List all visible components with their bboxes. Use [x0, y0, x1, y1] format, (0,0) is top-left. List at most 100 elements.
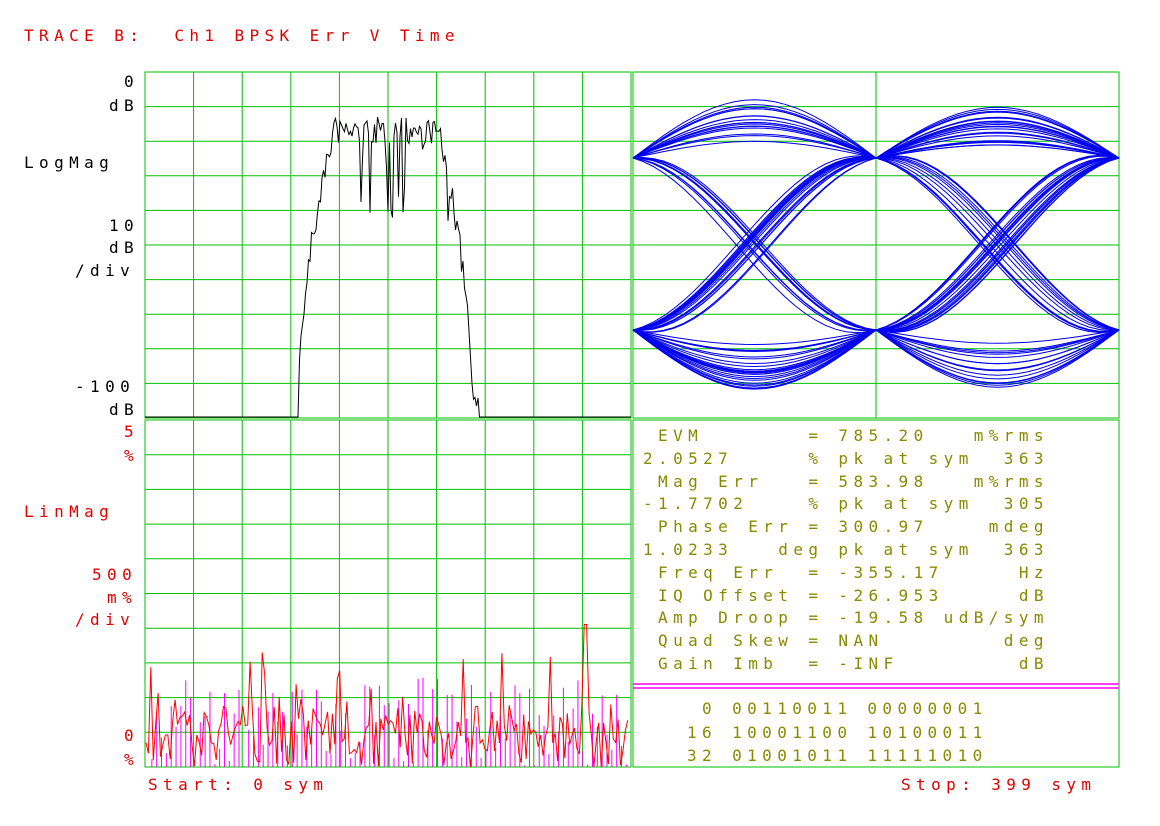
- eye-trace: [875, 157, 1120, 331]
- eye-trace: [875, 132, 1120, 159]
- eye-trace: [632, 108, 877, 159]
- eye-trace: [875, 155, 1120, 331]
- eye-trace: [632, 329, 877, 368]
- eye-trace: [632, 156, 877, 331]
- eye-trace: [632, 329, 877, 387]
- eye-trace: [632, 329, 877, 390]
- eye-trace: [875, 157, 1120, 331]
- eye-trace: [632, 156, 877, 331]
- eye-trace: [875, 141, 1120, 159]
- eye-trace: [875, 157, 1120, 331]
- top-scale-value: 10: [109, 216, 140, 235]
- eye-trace: [632, 157, 877, 331]
- eye-trace: [632, 157, 877, 331]
- eye-trace: [632, 157, 877, 332]
- eye-trace: [875, 329, 1120, 371]
- eye-trace: [875, 329, 1120, 386]
- eye-trace: [875, 157, 1120, 331]
- eye-trace: [875, 157, 1120, 332]
- top-bottom-unit: dB: [109, 400, 140, 419]
- eye-trace: [875, 157, 1120, 333]
- eye-trace: [632, 157, 877, 334]
- eye-trace: [632, 125, 877, 159]
- eye-trace: [632, 104, 877, 159]
- eye-trace: [875, 157, 1120, 331]
- eye-trace: [632, 329, 877, 375]
- eye-trace: [875, 126, 1120, 159]
- eye-trace: [632, 157, 877, 333]
- eye-trace: [632, 155, 877, 331]
- eye-trace: [875, 157, 1120, 332]
- eye-trace: [875, 154, 1120, 331]
- eye-trace: [632, 115, 877, 159]
- top-scale-unit: dB: [109, 238, 140, 257]
- eye-trace: [632, 157, 877, 331]
- eye-trace: [632, 329, 877, 358]
- bottom-bottom-unit: %: [124, 750, 140, 769]
- eye-trace: [875, 155, 1120, 331]
- bottom-scale-unit: m%: [107, 588, 138, 607]
- eye-trace: [632, 133, 877, 159]
- bits-line: 0 00110011 00000001: [687, 699, 988, 718]
- eye-trace: [875, 329, 1120, 385]
- eye-trace: [632, 106, 877, 159]
- stat-line: Phase Err = 300.97 mdeg: [643, 517, 1049, 537]
- eye-trace: [632, 329, 877, 380]
- eye-trace: [875, 329, 1120, 352]
- eye-trace: [632, 157, 877, 331]
- eye-trace: [632, 329, 877, 378]
- eye-trace: [632, 329, 877, 371]
- stat-line: -1.7702 % pk at sym 305: [643, 494, 1049, 514]
- stat-line: Gain Imb = -INF dB: [643, 654, 1049, 673]
- eye-trace: [632, 157, 877, 331]
- eye-trace: [875, 329, 1120, 365]
- eye-trace: [875, 156, 1120, 331]
- eye-trace: [632, 157, 877, 331]
- eye-trace: [875, 157, 1120, 331]
- top-ref-value: 0: [124, 72, 140, 91]
- stat-line: Amp Droop = -19.58 udB/sym: [643, 608, 1049, 628]
- bottom-scale-value: 500: [92, 565, 138, 584]
- top-bottom-value: -100: [75, 377, 136, 396]
- eye-trace: [875, 108, 1120, 159]
- eye-trace: [875, 156, 1120, 331]
- bottom-bottom-value: 0: [124, 726, 140, 745]
- stat-line: Mag Err = 583.98 m%rms: [643, 471, 1049, 491]
- eye-trace: [875, 117, 1120, 159]
- eye-trace: [875, 156, 1120, 331]
- eye-trace: [875, 123, 1120, 159]
- eye-trace: [875, 157, 1120, 331]
- stop-label: Stop: 399 sym: [901, 775, 1097, 794]
- eye-trace: [875, 110, 1120, 159]
- eye-trace: [632, 329, 877, 346]
- trace-title: TRACE B: Ch1 BPSK Err V Time: [24, 26, 460, 45]
- table-frame: [632, 419, 1120, 768]
- eye-trace: [875, 329, 1120, 365]
- start-label: Start: 0 sym: [148, 775, 329, 794]
- stat-line: EVM = 785.20 m%rms: [643, 426, 1049, 445]
- eye-trace: [875, 329, 1120, 355]
- eye-trace: [632, 157, 877, 333]
- eye-trace: [875, 157, 1120, 331]
- eye-trace: [875, 135, 1120, 159]
- eye-trace: [632, 123, 877, 159]
- eye-trace: [632, 157, 877, 331]
- top-format[interactable]: LogMag: [24, 153, 115, 172]
- eye-trace: [632, 156, 877, 331]
- eye-trace: [632, 157, 877, 331]
- eye-trace: [632, 329, 877, 381]
- eye-trace: [875, 157, 1120, 331]
- eye-trace: [875, 329, 1120, 344]
- eye-trace: [875, 157, 1120, 332]
- bottom-ref-value: 5: [124, 422, 140, 441]
- stat-line: 1.0233 deg pk at sym 363: [643, 540, 1049, 559]
- stat-line: Quad Skew = NAN deg: [643, 631, 1049, 651]
- eye-trace: [875, 157, 1120, 333]
- eye-trace: [875, 329, 1120, 358]
- eye-trace: [632, 329, 877, 384]
- eye-trace: [875, 120, 1120, 159]
- eye-trace: [632, 140, 877, 159]
- bottom-format[interactable]: LinMag: [24, 502, 115, 521]
- eye-trace: [632, 99, 877, 159]
- bits-line: 16 10001100 10100011: [687, 722, 988, 742]
